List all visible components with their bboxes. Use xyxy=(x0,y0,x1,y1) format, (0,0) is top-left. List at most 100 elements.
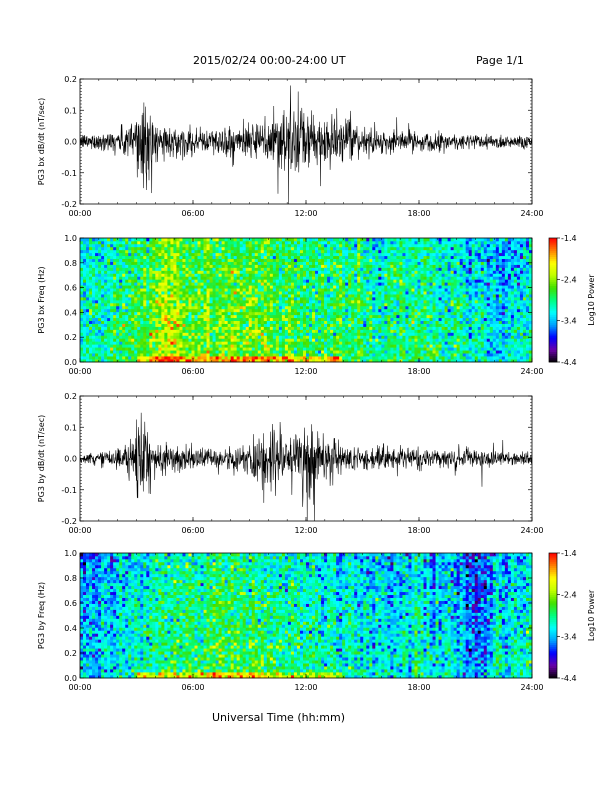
spectrogram-cell xyxy=(167,258,171,262)
spectrogram-cell xyxy=(387,353,391,357)
spectrogram-cell xyxy=(242,341,247,345)
spectrogram-cell xyxy=(140,240,144,245)
spectrogram-cell xyxy=(302,308,307,313)
spectrogram-cell xyxy=(266,305,271,310)
spectrogram-cell xyxy=(339,258,343,262)
spectrogram-cell xyxy=(287,335,292,339)
spectrogram-cell xyxy=(116,302,120,307)
spectrogram-cell xyxy=(158,279,162,283)
spectrogram-cell xyxy=(248,291,253,295)
spectrogram-cell xyxy=(125,258,129,262)
spectrogram-cell xyxy=(381,323,385,327)
spectrogram-cell xyxy=(236,353,241,357)
spectrogram-cell xyxy=(221,294,225,298)
spectrogram-cell xyxy=(104,359,108,363)
spectrogram-cell xyxy=(257,261,262,265)
spectrogram-cell xyxy=(134,252,138,257)
spectrogram-cell xyxy=(206,252,210,257)
spectrogram-cell xyxy=(161,308,165,313)
spectrogram-cell xyxy=(402,276,406,280)
spectrogram-cell xyxy=(360,288,364,292)
spectrogram-cell xyxy=(119,291,123,295)
spectrogram-cell xyxy=(155,311,159,316)
spectrogram-cell xyxy=(324,249,328,254)
spectrogram-cell xyxy=(375,300,379,304)
spectrogram-cell xyxy=(101,332,105,336)
spectrogram-cell xyxy=(176,320,180,324)
spectrogram-cell xyxy=(269,285,274,289)
spectrogram-cell xyxy=(390,261,394,265)
spectrogram-cell xyxy=(417,332,421,336)
spectrogram-cell xyxy=(381,314,385,319)
spectrogram-cell xyxy=(369,249,373,254)
spectrogram-cell xyxy=(203,329,207,333)
spectrogram-cell xyxy=(206,356,210,360)
spectrogram-cell xyxy=(200,359,204,363)
spectrogram-cell xyxy=(266,240,271,245)
spectrogram-cell xyxy=(345,341,349,345)
spectrogram-cell xyxy=(348,332,352,336)
spectrogram-cell xyxy=(158,356,162,360)
spectrogram-cell xyxy=(86,320,90,324)
spectrogram-cell xyxy=(269,238,274,242)
spectrogram-cell xyxy=(254,246,259,251)
spectrogram-cell xyxy=(372,255,376,260)
spectrogram-cell xyxy=(242,300,247,304)
spectrogram-cell xyxy=(423,258,427,262)
spectrogram-cell xyxy=(206,264,210,268)
spectrogram-cell xyxy=(296,282,301,286)
spectrogram-cell xyxy=(149,314,153,319)
spectrogram-cell xyxy=(306,276,310,280)
spectrogram-cell xyxy=(278,326,283,330)
spectrogram-cell xyxy=(296,311,301,316)
spectrogram-cell xyxy=(390,320,394,324)
spectrogram-cell xyxy=(390,308,394,313)
spectrogram-cell xyxy=(164,270,168,274)
spectrogram-cell xyxy=(230,255,235,260)
spectrogram-cell xyxy=(420,308,424,313)
spectrogram-cell xyxy=(137,344,141,348)
spectrogram-cell xyxy=(336,311,340,316)
spectrogram-cell xyxy=(89,249,93,254)
spectrogram-cell xyxy=(110,341,114,345)
spectrogram-cell xyxy=(369,282,373,286)
spectrogram-cell xyxy=(146,238,150,242)
spectrogram-cell xyxy=(384,282,388,286)
spectrogram-cell xyxy=(369,243,373,248)
spectrogram-cell xyxy=(290,314,295,319)
spectrogram-cell xyxy=(399,320,403,324)
spectrogram-cell xyxy=(239,347,244,351)
spectrogram-cell xyxy=(266,308,271,313)
spectrogram-cell xyxy=(164,282,168,286)
spectrogram-cell xyxy=(152,261,156,265)
spectrogram-cell xyxy=(80,314,84,319)
spectrogram-cell xyxy=(143,243,147,248)
spectrogram-cell xyxy=(414,258,418,262)
spectrogram-cell xyxy=(272,258,277,262)
spectrogram-cell xyxy=(149,323,153,327)
spectrogram-cell xyxy=(342,276,346,280)
spectrogram-cell xyxy=(321,261,325,265)
spectrogram-cell xyxy=(203,273,207,277)
spectrogram-cell xyxy=(309,314,313,319)
spectrogram-cell xyxy=(215,344,219,348)
spectrogram-cell xyxy=(260,323,265,327)
spectrogram-cell xyxy=(423,353,427,357)
spectrogram-cell xyxy=(399,311,403,316)
spectrogram-cell xyxy=(83,273,87,277)
spectrogram-cell xyxy=(173,300,177,304)
spectrogram-cell xyxy=(336,276,340,280)
spectrogram-cell xyxy=(384,308,388,313)
spectrogram-cell xyxy=(170,320,174,324)
spectrogram-cell xyxy=(384,332,388,336)
spectrogram-cell xyxy=(318,344,322,348)
spectrogram-cell xyxy=(287,252,292,257)
spectrogram-cell xyxy=(321,252,325,257)
spectrogram-cell xyxy=(179,314,183,319)
spectrogram-cell xyxy=(411,308,415,313)
spectrogram-cell xyxy=(360,297,364,301)
spectrogram-cell xyxy=(80,341,84,345)
spectrogram-cell xyxy=(275,353,280,357)
spectrogram-cell xyxy=(327,320,331,324)
spectrogram-cell xyxy=(152,270,156,274)
